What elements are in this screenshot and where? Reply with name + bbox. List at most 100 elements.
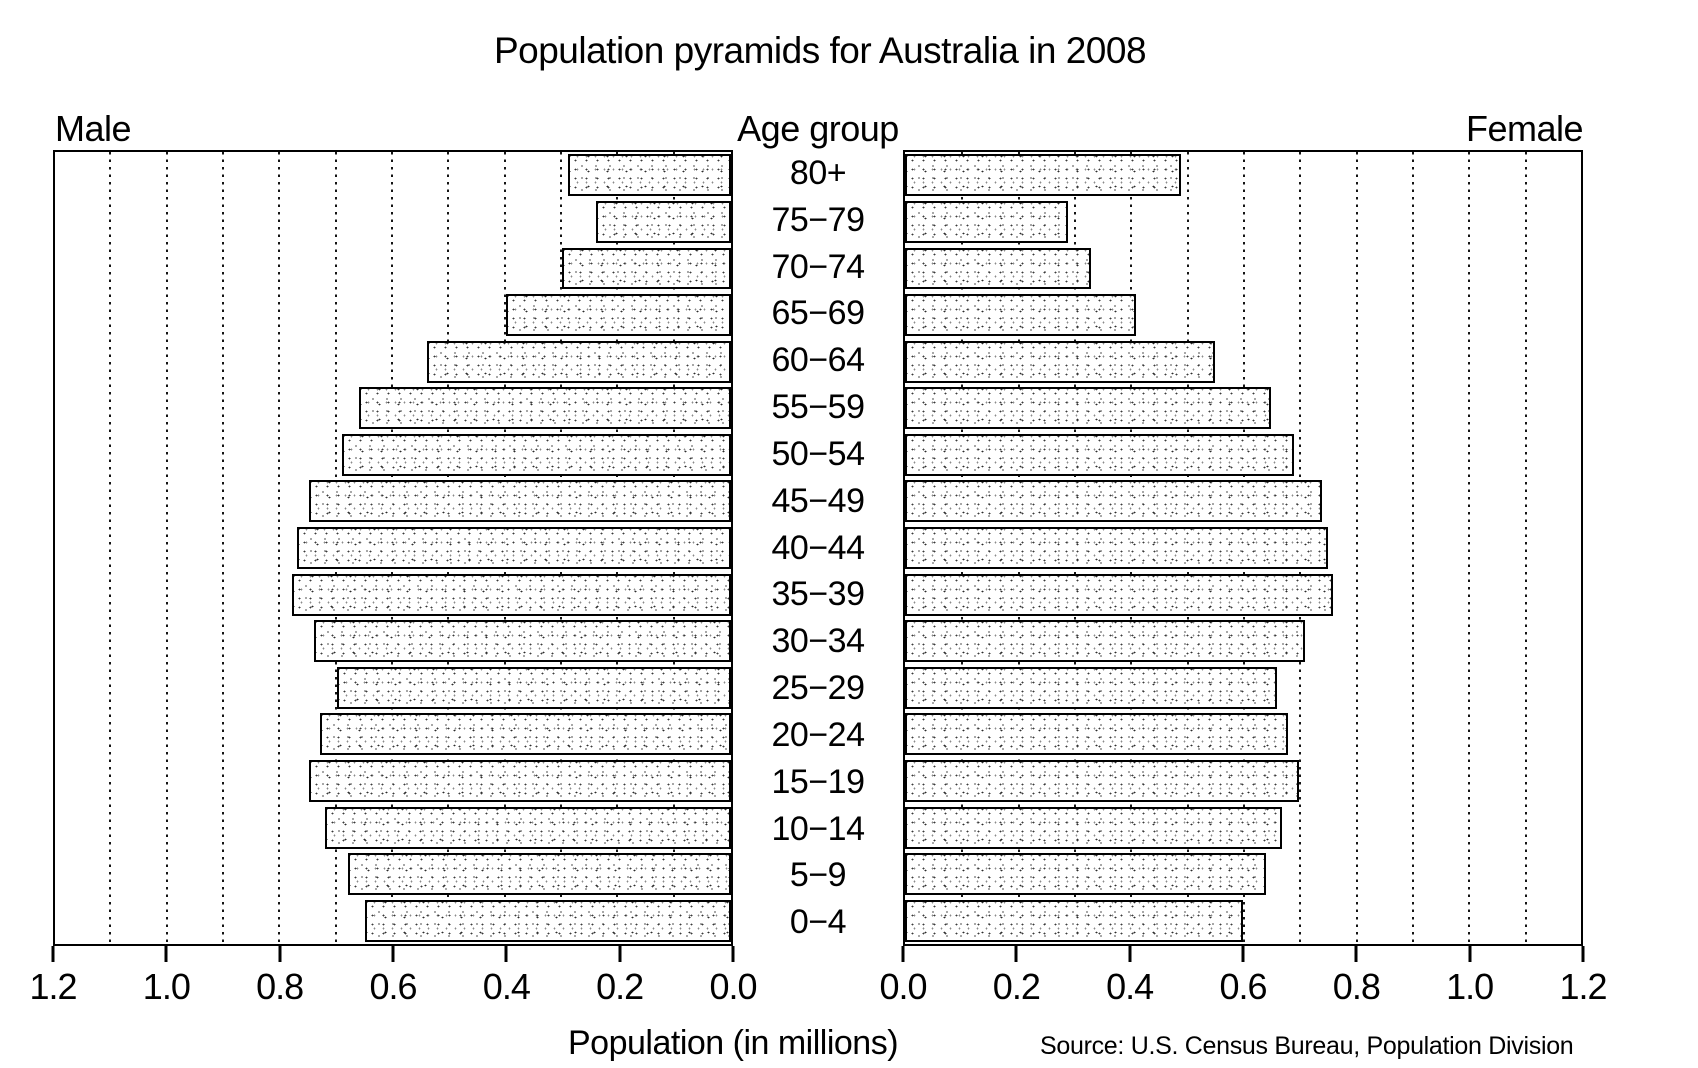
bar-female-15−19 [905, 760, 1300, 802]
tick-male-0.0 [731, 946, 735, 962]
female-panel [903, 150, 1583, 946]
bar-male-35−39 [291, 573, 731, 616]
age-label-0−4: 0−4 [789, 903, 847, 942]
row-female-45−49 [905, 478, 1581, 525]
row-male-80+ [55, 152, 731, 199]
row-female-35−39 [905, 571, 1581, 618]
male-bars [55, 152, 731, 944]
gridline-female-0.8 [1355, 152, 1358, 944]
bar-female-60−64 [905, 340, 1215, 383]
row-female-20−24 [905, 711, 1581, 758]
page-title: Population pyramids for Australia in 200… [493, 30, 1147, 71]
age-label-70−74: 70−74 [771, 247, 866, 286]
row-female-15−19 [905, 758, 1581, 805]
bar-male-5−9 [347, 853, 731, 896]
row-male-10−14 [55, 804, 731, 851]
tick-male-0.2 [618, 946, 622, 962]
bar-female-25−29 [905, 666, 1277, 709]
gridline-male-1.0 [165, 152, 168, 944]
bar-female-70−74 [905, 247, 1091, 290]
tick-label-male-1.2: 1.2 [29, 966, 77, 1007]
age-label-65−69: 65−69 [771, 294, 866, 333]
gridline-female-0.9 [1412, 152, 1414, 944]
age-label-80+: 80+ [789, 153, 847, 192]
age-label-10−14: 10−14 [771, 809, 866, 848]
row-female-10−14 [905, 804, 1581, 851]
bar-female-5−9 [905, 853, 1266, 896]
row-male-60−64 [55, 338, 731, 385]
bar-male-75−79 [595, 200, 731, 243]
age-group-header-label: Age group [737, 108, 899, 149]
bar-female-65−69 [905, 294, 1136, 337]
tick-female-0.0 [901, 946, 905, 962]
row-female-75−79 [905, 199, 1581, 246]
row-male-40−44 [55, 525, 731, 572]
bar-female-55−59 [905, 387, 1272, 430]
bar-male-45−49 [308, 480, 731, 523]
male-header-label: Male [55, 108, 132, 149]
row-male-0−4 [55, 898, 731, 945]
bar-male-10−14 [325, 806, 731, 849]
tick-female-0.2 [1014, 946, 1018, 962]
x-axis-title: Population (in millions) [568, 1024, 899, 1062]
bar-male-70−74 [562, 247, 731, 290]
age-label-25−29: 25−29 [771, 669, 866, 708]
tick-male-1.0 [164, 946, 168, 962]
row-male-5−9 [55, 851, 731, 898]
age-label-55−59: 55−59 [771, 388, 866, 427]
row-female-0−4 [905, 898, 1581, 945]
row-male-20−24 [55, 711, 731, 758]
bar-male-15−19 [308, 760, 731, 802]
tick-label-male-0.2: 0.2 [596, 966, 644, 1007]
bar-male-40−44 [297, 527, 731, 569]
row-male-50−54 [55, 432, 731, 479]
tick-label-male-0.0: 0.0 [709, 966, 757, 1007]
bar-male-20−24 [319, 713, 731, 756]
tick-label-female-1.2: 1.2 [1559, 966, 1607, 1007]
tick-female-1.0 [1468, 946, 1472, 962]
tick-label-female-0.8: 0.8 [1332, 966, 1381, 1007]
bar-female-45−49 [905, 480, 1322, 523]
tick-label-female-0.0: 0.0 [879, 966, 927, 1007]
bar-male-50−54 [342, 433, 731, 476]
bar-female-0−4 [905, 899, 1243, 942]
tick-female-0.4 [1128, 946, 1132, 962]
age-label-75−79: 75−79 [771, 200, 866, 239]
row-female-5−9 [905, 851, 1581, 898]
tick-male-0.8 [278, 946, 282, 962]
bar-male-80+ [567, 154, 731, 197]
age-label-30−34: 30−34 [771, 622, 866, 661]
row-male-45−49 [55, 478, 731, 525]
bar-female-35−39 [905, 573, 1334, 616]
source-note: Source: U.S. Census Bureau, Population D… [1040, 1032, 1574, 1060]
age-label-50−54: 50−54 [771, 434, 866, 473]
row-female-40−44 [905, 525, 1581, 572]
tick-label-male-0.8: 0.8 [256, 966, 304, 1007]
tick-female-1.2 [1581, 946, 1585, 962]
bar-male-60−64 [426, 340, 731, 383]
tick-label-female-0.4: 0.4 [1106, 966, 1154, 1007]
gridline-male-1.1 [109, 152, 112, 944]
age-label-35−39: 35−39 [771, 575, 866, 614]
tick-label-female-0.6: 0.6 [1219, 966, 1267, 1007]
row-male-30−34 [55, 618, 731, 665]
bar-female-40−44 [905, 527, 1328, 569]
male-panel [53, 150, 733, 946]
row-female-70−74 [905, 245, 1581, 292]
age-label-column: 80+ 75−79 70−74 65−69 60−64 55−59 50−54 45−49 40… [733, 150, 903, 946]
gridline-male-0.9 [222, 152, 224, 944]
tick-male-1.2 [51, 946, 55, 962]
bar-female-30−34 [905, 620, 1305, 663]
row-male-70−74 [55, 245, 731, 292]
bar-female-50−54 [905, 433, 1294, 476]
age-label-40−44: 40−44 [771, 528, 866, 567]
tick-label-male-0.6: 0.6 [369, 966, 417, 1007]
bar-female-80+ [905, 154, 1182, 197]
row-female-60−64 [905, 338, 1581, 385]
bar-male-0−4 [364, 899, 731, 942]
row-male-15−19 [55, 758, 731, 805]
age-label-60−64: 60−64 [771, 341, 866, 380]
bar-male-25−29 [336, 666, 731, 709]
row-female-30−34 [905, 618, 1581, 665]
